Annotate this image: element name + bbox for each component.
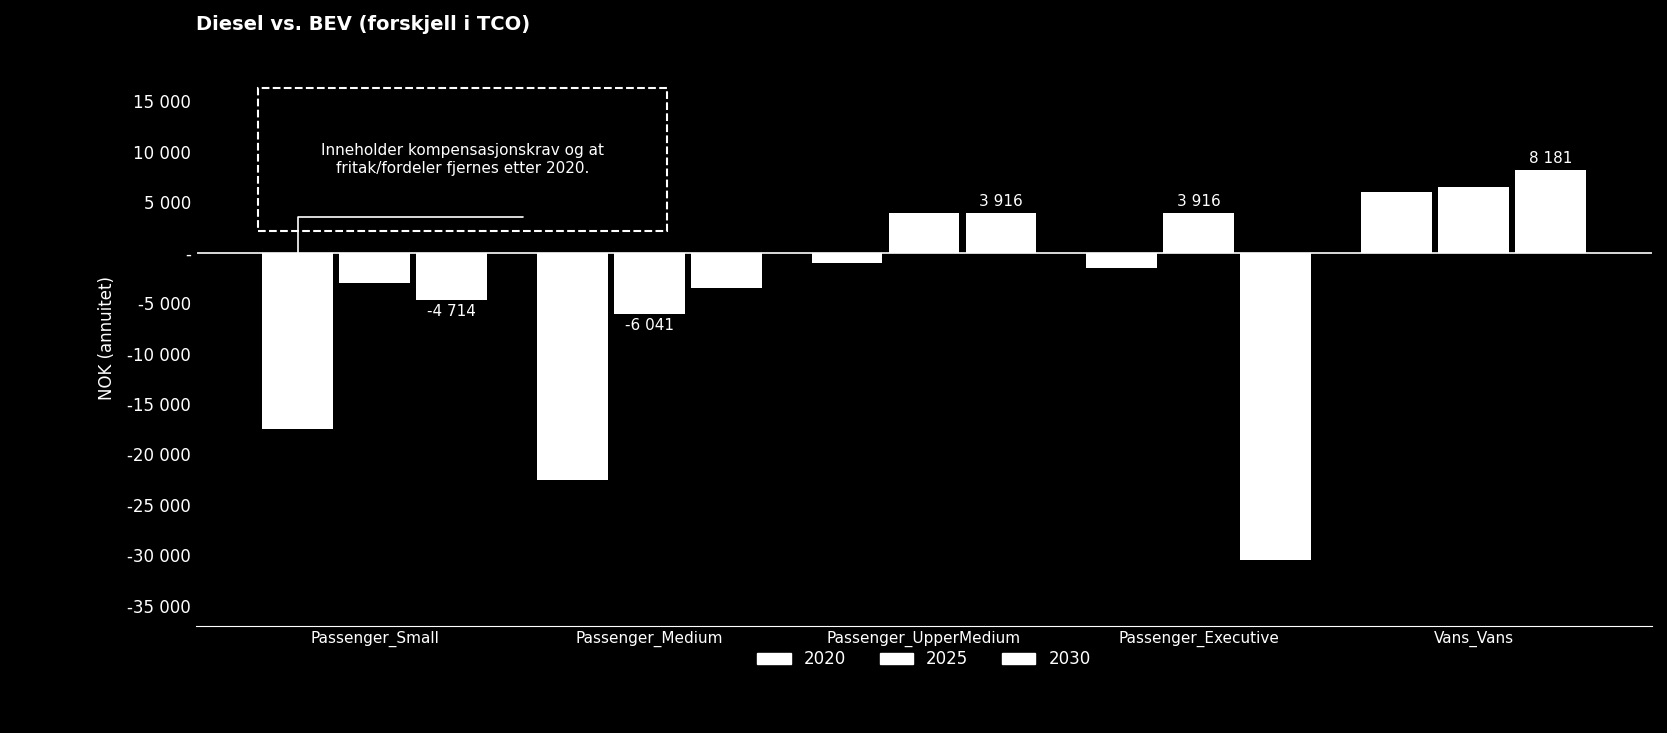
Text: 8 181: 8 181 [1529, 151, 1572, 166]
Bar [965, 213, 1037, 253]
Y-axis label: NOK (annuitet): NOK (annuitet) [98, 276, 117, 400]
Bar [613, 253, 685, 314]
Legend: 2020, 2025, 2030: 2020, 2025, 2030 [750, 644, 1097, 675]
Text: -4 714: -4 714 [427, 304, 475, 319]
Bar [1087, 253, 1157, 268]
Text: -6 041: -6 041 [625, 317, 673, 333]
Bar [690, 253, 762, 288]
Bar [1240, 253, 1310, 560]
Bar [537, 253, 608, 479]
Text: Diesel vs. BEV (forskjell i TCO): Diesel vs. BEV (forskjell i TCO) [197, 15, 530, 34]
Bar [338, 253, 410, 283]
Bar [1515, 170, 1585, 253]
Bar [889, 213, 960, 253]
Text: 3 916: 3 916 [1177, 194, 1220, 209]
Bar [1439, 187, 1509, 253]
Text: Inneholder kompensasjonskrav og at
fritak/fordeler fjernes etter 2020.: Inneholder kompensasjonskrav og at frita… [322, 143, 603, 176]
Bar [1362, 192, 1432, 253]
Bar [417, 253, 487, 301]
Bar [262, 253, 333, 430]
Bar [1164, 213, 1234, 253]
Bar [812, 253, 882, 262]
Text: 3 916: 3 916 [979, 194, 1024, 209]
